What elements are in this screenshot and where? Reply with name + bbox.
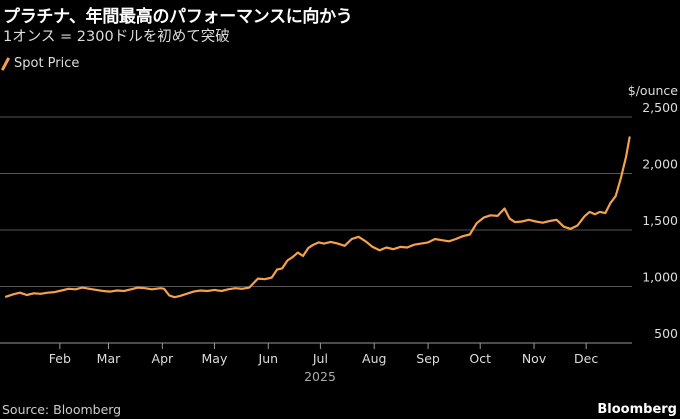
y-tick-label: 500 [654, 326, 678, 341]
x-tick-label-feb: Feb [49, 351, 71, 366]
chart-subtitle: 1オンス = 2300ドルを初めて突破 [3, 29, 230, 45]
y-axis-unit-label: $/ounce [627, 83, 678, 98]
series-layer [4, 136, 631, 299]
x-tick-label-aug: Aug [362, 351, 386, 366]
x-tick-label-jun: Jun [258, 351, 279, 366]
x-tick-label-dec: Dec [574, 351, 598, 366]
x-tick-label-nov: Nov [522, 351, 547, 366]
source-note: Source: Bloomberg [2, 402, 122, 417]
x-tick-label-mar: Mar [97, 351, 121, 366]
x-tick-label-may: May [202, 351, 228, 366]
x-axis: Feb Mar Apr May Jun Jul Aug Sep Oct Nov Dec 2025 [0, 342, 632, 384]
x-tick-label-apr: Apr [152, 351, 174, 366]
y-axis-labels: 500 1,000 1,500 2,000 2,500 [642, 100, 678, 341]
x-axis-year-label: 2025 [304, 369, 336, 384]
y-tick-label: 1,500 [642, 213, 678, 228]
legend: Spot Price [2, 56, 79, 71]
bloomberg-logo: Bloomberg [597, 402, 677, 417]
y-tick-label: 2,000 [642, 157, 678, 172]
legend-label: Spot Price [14, 56, 80, 71]
series-line-spot-price [4, 136, 631, 299]
x-tick-label-jul: Jul [312, 351, 328, 366]
grid-lines [0, 116, 632, 287]
x-tick-label-oct: Oct [469, 351, 491, 366]
x-tick-label-sep: Sep [416, 351, 440, 366]
y-tick-label: 2,500 [642, 100, 678, 115]
chart-title: プラチナ、年間最高のパフォーマンスに向かう [3, 7, 353, 27]
y-tick-label: 1,000 [642, 270, 678, 285]
